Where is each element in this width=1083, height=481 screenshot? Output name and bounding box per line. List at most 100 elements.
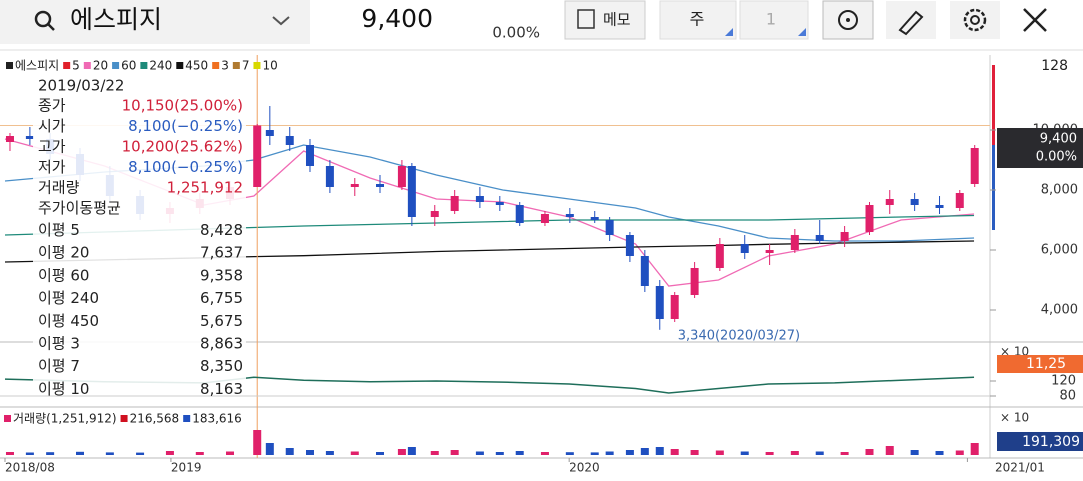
corner-mark	[798, 28, 806, 36]
memo-icon	[577, 9, 595, 29]
y-tick-label: 4,000	[1041, 303, 1078, 318]
volume-bar	[25, 452, 34, 455]
candle-body	[910, 199, 919, 205]
price-tag	[997, 128, 1083, 168]
candle-body	[407, 166, 416, 217]
candle-body	[955, 193, 964, 208]
volume-bar	[765, 452, 774, 455]
info-overlay	[33, 73, 246, 395]
volume-bar	[105, 452, 114, 455]
volume-bar	[625, 450, 634, 455]
candle-body	[670, 295, 679, 319]
volume-bar	[407, 447, 416, 455]
x-tick-label: 2019	[171, 461, 202, 475]
overlay-ma-label: 이평 240	[38, 289, 99, 307]
count-button[interactable]	[739, 0, 809, 40]
stock-name: 에스피지	[70, 5, 162, 34]
volume-legend-label: 거래량(1,251,912)	[13, 412, 117, 426]
scale-label: 128	[1041, 58, 1068, 74]
period-button[interactable]	[659, 0, 737, 40]
legend-label: 7	[242, 59, 250, 73]
volume-legend-label: 183,616	[192, 412, 242, 426]
overlay-ma-label: 이평 3	[38, 335, 80, 353]
overlay-value: 1,251,912	[167, 179, 243, 197]
volume-bar	[885, 446, 894, 455]
crosshair-icon	[846, 18, 850, 22]
range-bar	[992, 145, 995, 230]
indicator-tick-label: 120	[1051, 374, 1076, 389]
overlay-ma-value: 6,755	[200, 289, 243, 307]
crosshair-button[interactable]	[822, 0, 874, 40]
volume-bar	[715, 450, 724, 455]
close-button[interactable]	[1023, 8, 1047, 32]
overlay-ma-label: 이평 60	[38, 266, 89, 284]
volume-bar	[165, 451, 174, 455]
volume-bar	[136, 452, 145, 455]
candle-body	[865, 205, 874, 232]
volume-bar	[565, 452, 574, 455]
volume-tag	[997, 432, 1083, 451]
overlay-ma-value: 7,637	[200, 244, 243, 262]
volume-bar	[76, 451, 85, 455]
candle-body	[253, 125, 262, 187]
legend-swatch	[6, 62, 13, 69]
volume-bar	[690, 450, 699, 455]
candle-body	[970, 148, 979, 184]
legend-label: 450	[185, 59, 208, 73]
price: 9,400	[361, 4, 433, 33]
overlay-ma-label: 이평 10	[38, 380, 89, 398]
volume-bar	[790, 451, 799, 455]
volume-bar	[540, 452, 549, 455]
volume-bar	[740, 451, 749, 455]
candle-body	[625, 235, 634, 256]
overlay-value: 10,150(25.00%)	[122, 97, 243, 115]
volume-bar	[815, 451, 824, 455]
volume-bar	[935, 451, 944, 455]
change: 0.00%	[492, 24, 540, 42]
volume-bar	[285, 448, 294, 455]
volume-bar	[450, 450, 459, 455]
legend-label: 에스피지	[15, 59, 59, 73]
y-tick-label: 8,000	[1041, 183, 1078, 198]
candle-body	[715, 244, 724, 268]
search-box[interactable]	[0, 0, 310, 44]
volume-legend-swatch	[4, 415, 11, 422]
volume-bar	[253, 430, 262, 455]
indicator-tag	[997, 355, 1083, 373]
indicator-tick-label: 80	[1059, 389, 1076, 404]
candle-body	[325, 166, 334, 187]
volume-bar	[265, 443, 274, 455]
candle-body	[765, 250, 774, 253]
candle-body	[935, 205, 944, 208]
legend-swatch	[140, 62, 148, 69]
volume-bar	[305, 450, 314, 455]
volume-bar	[655, 447, 664, 455]
candle-body	[640, 256, 649, 286]
legend-swatch	[112, 62, 120, 69]
candle-body	[790, 235, 799, 250]
legend-label: 20	[93, 59, 108, 73]
volume-bar	[865, 449, 874, 455]
legend-swatch	[63, 62, 71, 69]
candle-body	[397, 166, 406, 187]
legend-label: 3	[221, 59, 229, 73]
legend-swatch	[253, 62, 261, 69]
draw-button[interactable]	[886, 1, 936, 39]
overlay-label: 종가	[38, 97, 66, 115]
dropdown-icon[interactable]	[272, 16, 290, 26]
candle-body	[605, 220, 614, 235]
candle-body	[285, 136, 294, 145]
candle-body	[376, 184, 385, 187]
volume-bar	[475, 451, 484, 455]
overlay-ma-value: 8,350	[200, 357, 243, 375]
overlay-ma-label: 이평 5	[38, 221, 80, 239]
period-label: 주	[690, 10, 705, 29]
candle-body	[885, 199, 894, 205]
settings-button[interactable]	[950, 1, 1000, 39]
overlay-ma-value: 8,163	[200, 380, 243, 398]
x-tick-label: 2018/08	[5, 461, 55, 475]
candle-body	[5, 136, 14, 142]
legend-label: 10	[262, 59, 277, 73]
